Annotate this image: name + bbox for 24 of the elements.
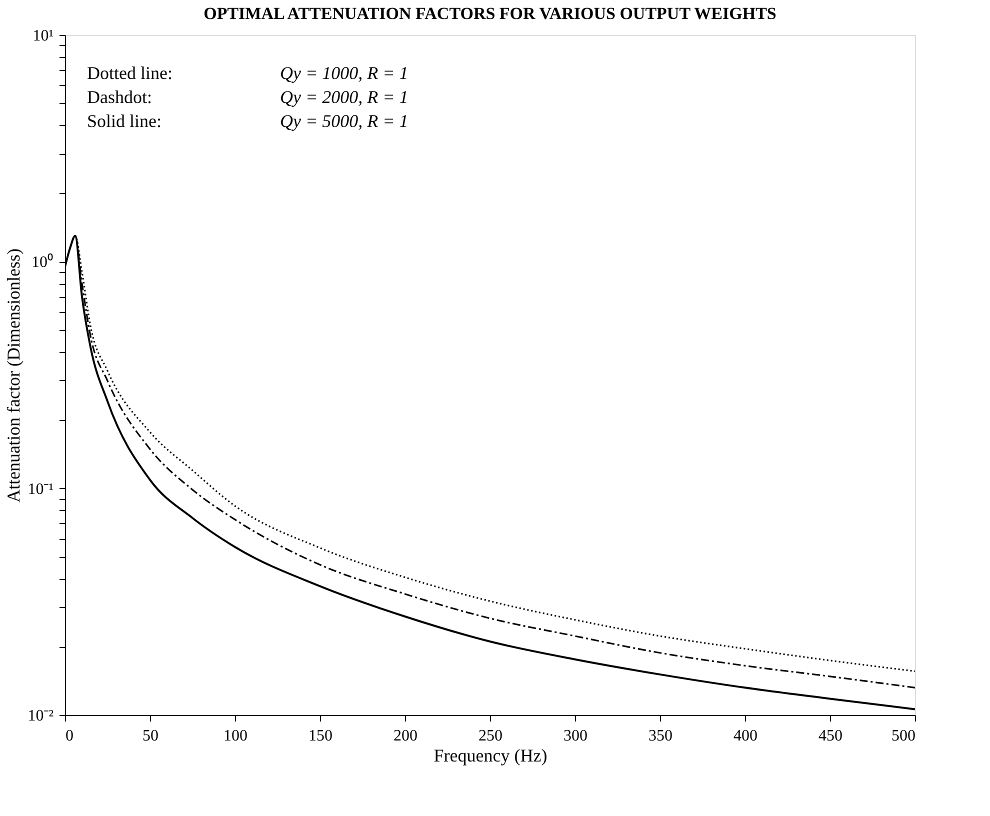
x-axis-title: Frequency (Hz) bbox=[434, 746, 548, 766]
annotation: Qy = 1000, R = 1 bbox=[280, 63, 408, 83]
x-tick-label: 350 bbox=[648, 728, 672, 744]
x-tick-label: 50 bbox=[142, 728, 158, 744]
annotation: Dotted line: bbox=[87, 63, 172, 83]
x-tick-label: 300 bbox=[564, 728, 588, 744]
x-tick-label: 250 bbox=[478, 728, 502, 744]
annotation: Qy = 2000, R = 1 bbox=[280, 87, 408, 107]
x-tick-label: 450 bbox=[818, 728, 842, 744]
x-tick-label: 100 bbox=[224, 728, 248, 744]
y-tick-label: 10⁻² bbox=[28, 708, 54, 724]
annotation: Solid line: bbox=[87, 111, 162, 131]
y-tick-label: 10⁻¹ bbox=[28, 480, 54, 498]
annotation: Qy = 5000, R = 1 bbox=[280, 111, 408, 131]
y-tick-label: 10¹ bbox=[32, 28, 54, 44]
x-tick-label: 200 bbox=[394, 728, 418, 744]
chart-title: OPTIMAL ATTENUATION FACTORS FOR VARIOUS OUTPUT WEIGHTS bbox=[204, 4, 776, 23]
x-tick-label: 150 bbox=[308, 728, 332, 744]
x-tick-label: 500 bbox=[892, 728, 916, 744]
x-tick-label: 0 bbox=[66, 728, 74, 744]
y-tick-label: 10⁰ bbox=[32, 253, 54, 272]
x-tick-label: 400 bbox=[734, 728, 758, 744]
y-axis-title: Attenuation factor (Dimensionless) bbox=[4, 248, 24, 502]
annotation: Dashdot: bbox=[87, 87, 152, 107]
